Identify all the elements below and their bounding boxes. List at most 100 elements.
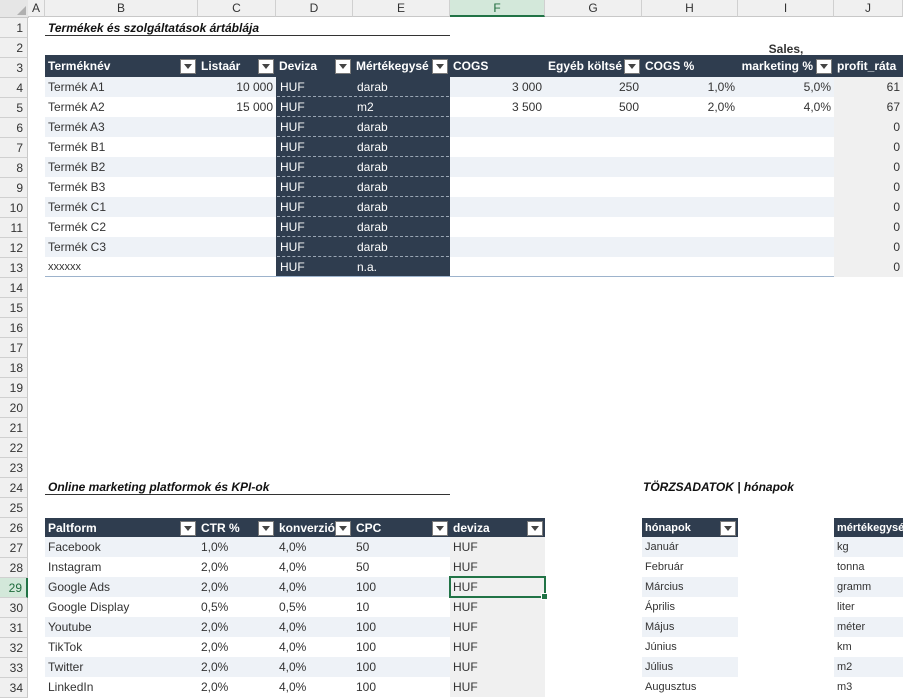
row-header-17[interactable]: 17	[0, 338, 28, 358]
month-cell[interactable]: Május	[645, 621, 675, 633]
pricelist-name-cell[interactable]: Termék C1	[48, 200, 107, 214]
pricelist-currency-cell[interactable]: HUF	[277, 238, 352, 257]
unit-cell[interactable]: gramm	[837, 581, 872, 593]
pricelist-cogs-pct-cell[interactable]: 1,0%	[707, 80, 735, 94]
marketing-conv-cell[interactable]: 0,5%	[279, 600, 307, 614]
pricelist-other-cell[interactable]	[545, 238, 642, 257]
month-cell[interactable]: Február	[645, 561, 684, 573]
pricelist-cogs-cell[interactable]	[450, 218, 545, 237]
marketing-currency-cell[interactable]: HUF	[453, 560, 478, 574]
pricelist-name-cell[interactable]: xxxxxx	[48, 261, 81, 273]
pricelist-price-cell[interactable]	[198, 138, 276, 157]
marketing-currency-cell[interactable]: HUF	[453, 580, 478, 594]
pricelist-cogs-pct-cell[interactable]	[642, 238, 738, 257]
pricelist-cogs-pct-cell[interactable]	[642, 218, 738, 237]
pricelist-unit-cell[interactable]: darab	[354, 158, 449, 177]
pricelist-unit-cell[interactable]: darab	[354, 78, 449, 97]
pricelist-profit-cell[interactable]: 0	[893, 120, 900, 134]
pricelist-currency-cell[interactable]: HUF	[277, 158, 352, 177]
pricelist-cogs-cell[interactable]	[450, 238, 545, 257]
pricelist-cogs-pct-cell[interactable]	[642, 258, 738, 277]
marketing-conv-cell[interactable]: 4,0%	[279, 680, 307, 694]
marketing-conv-cell[interactable]: 4,0%	[279, 540, 307, 554]
pricelist-currency-cell[interactable]: HUF	[277, 78, 352, 97]
pricelist-name-cell[interactable]: Termék B3	[48, 180, 106, 194]
marketing-cpc-cell[interactable]: 10	[356, 600, 370, 614]
filter-dropdown-3[interactable]	[432, 59, 448, 74]
pricelist-currency-cell[interactable]: HUF	[277, 218, 352, 237]
marketing-currency-cell[interactable]: HUF	[453, 620, 478, 634]
pricelist-profit-cell[interactable]: 0	[893, 240, 900, 254]
marketing-ctr-cell[interactable]: 2,0%	[201, 620, 229, 634]
pricelist-cogs-cell[interactable]	[450, 158, 545, 177]
pricelist-name-cell[interactable]: Termék C3	[48, 240, 107, 254]
marketing-conv-cell[interactable]: 4,0%	[279, 620, 307, 634]
pricelist-other-cell[interactable]: 500	[618, 100, 639, 114]
row-header-27[interactable]: 27	[0, 538, 28, 558]
row-header-25[interactable]: 25	[0, 498, 28, 518]
marketing-platform-cell[interactable]: LinkedIn	[48, 680, 94, 694]
active-cell-selection[interactable]	[449, 576, 548, 600]
month-cell[interactable]: Április	[645, 601, 675, 613]
unit-cell[interactable]: tonna	[837, 561, 865, 573]
filter-dropdown-7[interactable]	[816, 59, 832, 74]
marketing-ctr-cell[interactable]: 2,0%	[201, 580, 229, 594]
column-header-a[interactable]: A	[28, 0, 45, 17]
marketing-ctr-cell[interactable]: 2,0%	[201, 640, 229, 654]
pricelist-cogs-pct-cell[interactable]	[642, 198, 738, 217]
column-header-f[interactable]: F	[450, 0, 545, 17]
pricelist-unit-cell[interactable]: n.a.	[354, 258, 449, 277]
pricelist-other-cell[interactable]	[545, 178, 642, 197]
marketing-filter-dropdown-4[interactable]	[527, 521, 543, 536]
row-header-15[interactable]: 15	[0, 298, 28, 318]
row-header-34[interactable]: 34	[0, 678, 28, 698]
row-header-18[interactable]: 18	[0, 358, 28, 378]
column-header-e[interactable]: E	[353, 0, 450, 17]
month-cell[interactable]: Augusztus	[645, 681, 697, 693]
column-header-c[interactable]: C	[198, 0, 276, 17]
column-header-j[interactable]: J	[834, 0, 903, 17]
row-header-4[interactable]: 4	[0, 78, 28, 98]
pricelist-sales-pct-cell[interactable]	[738, 138, 834, 157]
pricelist-cogs-cell[interactable]	[450, 258, 545, 277]
marketing-currency-cell[interactable]: HUF	[453, 600, 478, 614]
row-header-29[interactable]: 29	[0, 578, 28, 598]
row-header-6[interactable]: 6	[0, 118, 28, 138]
pricelist-sales-pct-cell[interactable]	[738, 238, 834, 257]
pricelist-other-cell[interactable]	[545, 218, 642, 237]
row-header-23[interactable]: 23	[0, 458, 28, 478]
row-header-11[interactable]: 11	[0, 218, 28, 238]
unit-cell[interactable]: liter	[837, 601, 855, 613]
row-header-16[interactable]: 16	[0, 318, 28, 338]
pricelist-sales-pct-cell[interactable]	[738, 258, 834, 277]
pricelist-price-cell[interactable]	[198, 258, 276, 277]
filter-dropdown-2[interactable]	[335, 59, 351, 74]
filter-dropdown-0[interactable]	[180, 59, 196, 74]
pricelist-sales-pct-cell[interactable]: 5,0%	[803, 80, 831, 94]
marketing-filter-dropdown-0[interactable]	[180, 521, 196, 536]
pricelist-sales-pct-cell[interactable]	[738, 218, 834, 237]
pricelist-other-cell[interactable]	[545, 198, 642, 217]
row-header-13[interactable]: 13	[0, 258, 28, 278]
row-header-22[interactable]: 22	[0, 438, 28, 458]
pricelist-cogs-cell[interactable]	[450, 198, 545, 217]
row-header-14[interactable]: 14	[0, 278, 28, 298]
pricelist-cogs-cell[interactable]: 3 000	[511, 80, 542, 94]
pricelist-unit-cell[interactable]: darab	[354, 178, 449, 197]
unit-cell[interactable]: m3	[837, 681, 853, 693]
column-header-g[interactable]: G	[545, 0, 642, 17]
pricelist-price-cell[interactable]: 10 000	[236, 80, 273, 94]
select-all-corner[interactable]	[0, 0, 29, 18]
pricelist-currency-cell[interactable]: HUF	[277, 118, 352, 137]
pricelist-cogs-cell[interactable]	[450, 138, 545, 157]
marketing-cpc-cell[interactable]: 50	[356, 540, 370, 554]
row-header-5[interactable]: 5	[0, 98, 28, 118]
pricelist-unit-cell[interactable]: darab	[354, 118, 449, 137]
pricelist-cogs-pct-cell[interactable]	[642, 118, 738, 137]
pricelist-sales-pct-cell[interactable]	[738, 158, 834, 177]
pricelist-cogs-pct-cell[interactable]: 2,0%	[707, 100, 735, 114]
marketing-cpc-cell[interactable]: 100	[356, 580, 377, 594]
row-header-1[interactable]: 1	[0, 18, 28, 38]
row-header-33[interactable]: 33	[0, 658, 28, 678]
month-cell[interactable]: Január	[645, 541, 679, 553]
